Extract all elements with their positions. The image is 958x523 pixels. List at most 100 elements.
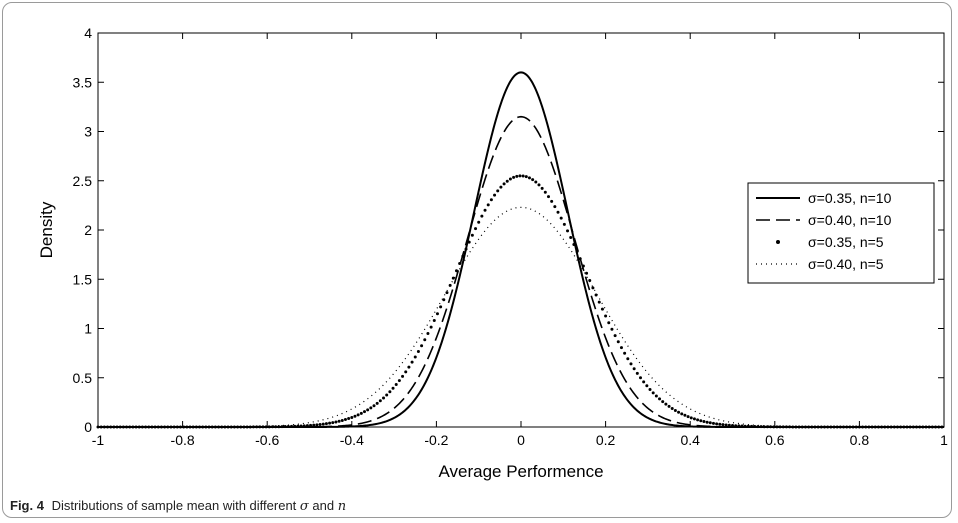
series-2-point [343,418,347,422]
y-tick-label: 3.5 [73,74,93,90]
series-2-point [556,210,560,214]
series-2-point [178,425,182,429]
series-2-point [280,425,284,429]
series-2-point [309,423,313,427]
series-2-point [404,370,408,374]
series-2-point [372,404,376,408]
series-2-point [651,391,655,395]
caption-text: Distributions of sample mean with differ… [51,498,297,513]
series-2-point [153,425,157,429]
series-2-point [420,344,424,348]
series-2-point [613,334,617,338]
series-2-point [673,408,677,412]
series-2-point [686,415,690,419]
series-2-point [378,399,382,403]
series-2-point [607,321,611,325]
series-2-point [137,425,141,429]
series-2-point [721,423,725,427]
x-tick-label: 0.6 [765,432,785,448]
y-tick-label: 2.5 [73,173,93,189]
series-2-point [175,425,179,429]
series-2-point [794,425,798,429]
y-tick-label: 3 [84,124,92,140]
series-layer [96,71,944,429]
series-2-point [677,410,681,414]
series-2-point [546,195,550,199]
legend-label: σ=0.40, n=5 [808,256,884,272]
series-2-point [232,425,236,429]
series-2-point [283,425,287,429]
series-2-point [788,425,792,429]
legend-label: σ=0.35, n=5 [808,234,884,250]
series-2-point [629,362,633,366]
caption-and: and [312,498,335,513]
density-chart: -1 -0.8 -0.6 -0.4 -0.2 0 0.2 0.4 0.6 0.8 1 0 0.5 1 1.5… [37,25,949,481]
x-tick-label: 0.2 [596,432,616,448]
series-2-point [131,425,135,429]
series-2-point [585,271,589,275]
series-2-point [458,262,462,266]
series-2-point [477,220,481,224]
series-2-point [553,205,557,209]
series-2-point [711,421,715,425]
series-2-point [626,357,630,361]
series-2-point [566,229,570,233]
series-2-point [813,425,817,429]
series-2-point [699,419,703,423]
series-2-point [572,242,576,246]
series-2-point [486,203,490,207]
x-tick-label: 0.8 [850,432,870,448]
series-2-point [718,422,722,426]
series-2-point [201,425,205,429]
x-axis-title: Average Performence [438,462,603,481]
series-2-point [889,425,893,429]
series-2-point [784,425,788,429]
series-2-point [512,175,516,179]
series-2-point [474,227,478,231]
series-2-point [439,305,443,309]
series-2-point [524,175,528,179]
series-2-point [635,371,639,375]
series-2-point [895,425,899,429]
series-2-point [835,425,839,429]
series-2-point [489,198,493,202]
series-2-point [727,423,731,427]
series-2-point [213,425,217,429]
series-2-point [642,380,646,384]
series-2-point [445,291,449,295]
series-2-point [908,425,912,429]
series-2-point [508,177,512,181]
series-2-point [591,286,595,290]
series-2-point [353,414,357,418]
x-tick-label: -0.6 [255,432,279,448]
plot-area: -1 -0.8 -0.6 -0.4 -0.2 0 0.2 0.4 0.6 0.8 1 0 0.5 1 1.5… [73,25,949,448]
series-2-point [619,346,623,350]
series-2-point [683,413,687,417]
series-2-point [562,222,566,226]
series-2-point [312,423,316,427]
series-2-point [296,424,300,428]
series-2-point [493,193,497,197]
series-2-point [350,415,354,419]
y-tick-label: 4 [84,25,92,41]
series-2-point [689,416,693,420]
series-2-point [759,425,763,429]
series-2-point [118,425,122,429]
series-2-point [645,384,649,388]
series-2-point [391,386,395,390]
series-2-point [347,417,351,421]
legend-swatch [776,240,780,244]
series-2-point [185,425,189,429]
series-2-point [366,408,370,412]
series-2-point [664,402,668,406]
series-2-point [838,425,842,429]
series-2-point [464,247,468,251]
series-2-point [394,383,398,387]
series-2-point [746,424,750,428]
series-2-point [128,425,132,429]
series-2-point [521,174,525,178]
series-2-point [204,425,208,429]
series-2-point [305,424,309,428]
series-2-point [610,327,614,331]
legend-box [747,182,935,284]
